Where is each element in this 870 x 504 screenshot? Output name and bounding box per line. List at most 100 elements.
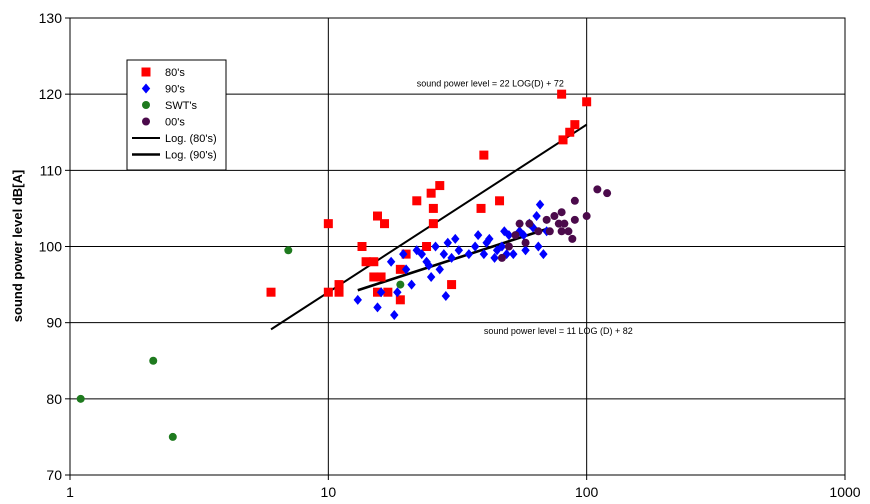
80s-point <box>334 280 344 290</box>
00s-point <box>582 212 591 221</box>
80s-point <box>422 242 432 251</box>
legend-marker <box>142 117 150 126</box>
90s-point <box>401 264 411 275</box>
80s-point <box>582 97 592 107</box>
90s-point <box>479 249 489 260</box>
00s-point <box>525 219 534 228</box>
90s-point <box>393 287 402 298</box>
80s-point <box>557 89 567 99</box>
00s-point <box>534 227 543 236</box>
80s-point <box>428 203 438 213</box>
90s-point <box>376 287 386 298</box>
legend-label: 00's <box>165 117 185 129</box>
legend-label: Log. (80's) <box>165 133 217 145</box>
80s-point <box>570 120 580 130</box>
90s-point <box>373 302 382 313</box>
80s-point <box>435 181 445 191</box>
80s-point <box>334 287 344 297</box>
90s-point <box>435 264 444 275</box>
00s-point <box>568 234 577 243</box>
swts-point <box>284 246 293 255</box>
00s-point <box>504 242 513 251</box>
90s-point <box>426 271 436 282</box>
y-tick-label: 90 <box>46 315 62 331</box>
x-tick-label: 1000 <box>829 484 860 500</box>
x-tick-label: 100 <box>575 484 599 500</box>
90s-point <box>519 230 528 241</box>
00s-point <box>497 253 506 262</box>
90s-point <box>470 241 480 252</box>
y-tick-label: 120 <box>39 86 63 102</box>
swts-point <box>76 394 85 403</box>
90s-point <box>473 230 483 241</box>
trendline <box>270 123 588 331</box>
80s-point <box>376 272 386 282</box>
00s-point <box>542 215 551 224</box>
80s-point <box>395 264 405 274</box>
90s-point <box>464 249 474 260</box>
80s-point <box>380 219 390 229</box>
80s-point <box>361 257 371 267</box>
90s-point <box>515 226 524 237</box>
90s-point <box>399 249 408 260</box>
legend-marker <box>142 101 150 109</box>
00s-point <box>511 231 520 240</box>
90s-point <box>417 249 426 260</box>
y-tick-label: 100 <box>39 239 63 255</box>
80s-point <box>565 127 575 137</box>
80s-point <box>369 272 379 282</box>
90s-point <box>441 291 451 302</box>
80s-point <box>373 211 383 221</box>
00s-point <box>570 215 579 224</box>
80s-point <box>323 287 333 297</box>
90s-point <box>539 249 548 260</box>
90s-point <box>485 233 494 244</box>
00s-point <box>560 219 569 228</box>
80s-point <box>412 196 422 206</box>
90s-point <box>454 245 464 256</box>
90s-point <box>535 199 545 210</box>
x-tick-label: 10 <box>321 484 337 500</box>
y-axis-label: sound power level dB[A] <box>10 170 25 322</box>
90s-point <box>509 249 518 260</box>
80s-point <box>357 242 367 251</box>
90s-point <box>431 241 440 252</box>
80s-point <box>426 188 436 198</box>
legend: 80's 90's SWT's 00's Log. (80's) Log. (90's) <box>126 59 227 171</box>
00s-point <box>564 227 573 236</box>
90s-point <box>424 260 434 271</box>
00s-point <box>570 196 579 205</box>
00s-point <box>545 227 554 236</box>
legend-box <box>126 59 227 171</box>
90s-point <box>521 245 530 256</box>
x-tick-label: 1 <box>66 484 74 500</box>
swts-point <box>168 432 177 441</box>
80s-point <box>428 219 438 229</box>
legend-label: 80's <box>165 67 185 79</box>
80s-point <box>447 280 457 290</box>
legend-marker <box>141 67 151 77</box>
90s-point <box>534 241 543 252</box>
80s-point <box>476 203 486 213</box>
80s-point <box>495 196 505 206</box>
90s-point <box>443 237 452 248</box>
y-tick-label: 110 <box>40 162 63 178</box>
y-tick-label: 70 <box>46 467 62 483</box>
00s-point <box>550 212 559 221</box>
data-points <box>76 89 612 441</box>
legend-marker <box>141 83 151 94</box>
annotations: sound power level = 22 LOG(D) + 72 sound … <box>417 79 633 337</box>
swts-point <box>149 356 158 365</box>
trendline-equation: sound power level = 22 LOG(D) + 72 <box>417 79 564 89</box>
80s-point <box>266 287 276 297</box>
00s-point <box>515 219 524 228</box>
80s-point <box>323 219 333 229</box>
y-tick-label: 80 <box>46 391 62 407</box>
00s-point <box>554 219 563 228</box>
90s-point <box>407 279 416 290</box>
swts-point <box>396 280 405 289</box>
00s-point <box>521 238 530 247</box>
00s-point <box>603 189 612 198</box>
90s-point <box>386 256 396 267</box>
